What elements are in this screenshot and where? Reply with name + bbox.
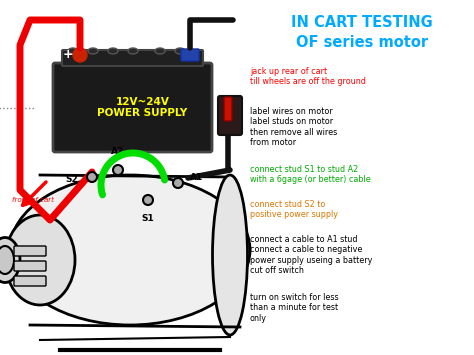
Ellipse shape — [5, 215, 75, 305]
FancyBboxPatch shape — [224, 97, 232, 121]
FancyBboxPatch shape — [14, 261, 46, 271]
Ellipse shape — [175, 48, 185, 54]
Ellipse shape — [0, 237, 20, 283]
Text: connect stud S1 to stud A2
with a 6gage (or better) cable: connect stud S1 to stud A2 with a 6gage … — [250, 165, 371, 184]
Ellipse shape — [88, 48, 98, 54]
Circle shape — [87, 172, 97, 182]
FancyBboxPatch shape — [53, 63, 212, 152]
Text: A1: A1 — [190, 174, 203, 182]
FancyBboxPatch shape — [14, 246, 46, 256]
Circle shape — [173, 178, 183, 188]
Text: front of cart: front of cart — [12, 197, 54, 203]
Circle shape — [73, 48, 87, 62]
Text: S1: S1 — [142, 214, 155, 223]
Ellipse shape — [0, 246, 14, 274]
Text: S2: S2 — [65, 175, 78, 184]
FancyBboxPatch shape — [181, 49, 199, 61]
Ellipse shape — [128, 48, 138, 54]
Circle shape — [143, 195, 153, 205]
Circle shape — [113, 165, 123, 175]
Text: IN CART TESTING: IN CART TESTING — [291, 15, 433, 30]
Ellipse shape — [68, 48, 78, 54]
Text: label wires on motor
label studs on motor
then remove all wires
from motor: label wires on motor label studs on moto… — [250, 107, 337, 147]
Text: connect a cable to A1 stud
connect a cable to negative
power supply useing a bat: connect a cable to A1 stud connect a cab… — [250, 235, 373, 275]
Ellipse shape — [108, 48, 118, 54]
Text: turn on switch for less
than a minute for test
only: turn on switch for less than a minute fo… — [250, 293, 338, 323]
Text: A2: A2 — [111, 147, 125, 156]
Ellipse shape — [212, 175, 247, 335]
Text: connect stud S2 to
positive power supply: connect stud S2 to positive power supply — [250, 200, 338, 219]
FancyBboxPatch shape — [218, 96, 242, 135]
Text: jack up rear of cart
till wheels are off the ground: jack up rear of cart till wheels are off… — [250, 67, 366, 86]
Text: 12V~24V
POWER SUPPLY: 12V~24V POWER SUPPLY — [97, 97, 188, 118]
Ellipse shape — [10, 175, 250, 325]
Text: +: + — [63, 49, 73, 61]
Text: OF series motor: OF series motor — [296, 35, 428, 50]
FancyBboxPatch shape — [62, 50, 203, 66]
Ellipse shape — [155, 48, 165, 54]
FancyBboxPatch shape — [14, 276, 46, 286]
